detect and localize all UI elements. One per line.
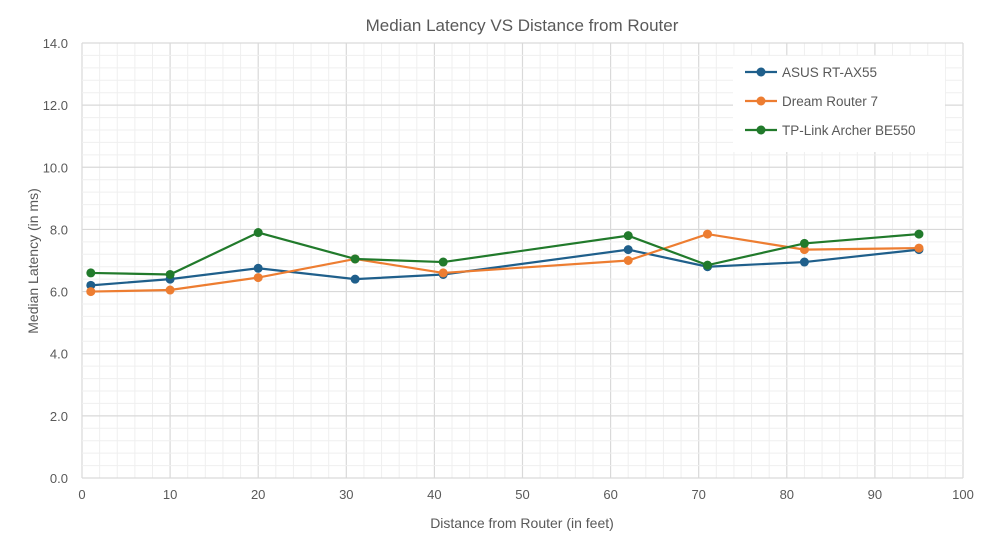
y-tick-label: 14.0: [43, 36, 68, 51]
x-tick-label: 70: [691, 487, 705, 502]
legend-label: TP-Link Archer BE550: [782, 123, 916, 138]
y-tick-label: 4.0: [50, 347, 68, 362]
x-tick-label: 80: [780, 487, 794, 502]
data-point: [623, 256, 633, 265]
data-point: [350, 274, 360, 284]
data-point: [86, 287, 96, 297]
x-tick-label: 50: [515, 487, 529, 502]
data-point: [623, 231, 633, 241]
data-point: [350, 254, 360, 264]
data-point: [799, 245, 809, 255]
legend-label: ASUS RT-AX55: [782, 65, 877, 80]
y-tick-label: 6.0: [50, 285, 68, 300]
x-tick-label: 90: [868, 487, 882, 502]
data-point: [86, 280, 96, 290]
x-tick-label: 10: [163, 487, 177, 502]
legend-marker: [756, 67, 766, 77]
y-tick-label: 8.0: [50, 222, 68, 237]
data-point: [703, 260, 713, 270]
legend-marker: [756, 96, 766, 106]
legend: ASUS RT-AX55 Dream Router 7 TP-Link Archer…: [733, 56, 945, 152]
x-tick-label: 60: [603, 487, 617, 502]
x-tick-label: 30: [339, 487, 353, 502]
y-tick-label: 10.0: [43, 160, 68, 175]
gridlines: [81, 42, 964, 479]
data-point: [253, 273, 263, 283]
y-axis-label: Median Latency (in ms): [25, 188, 41, 334]
data-point: [86, 268, 96, 278]
data-point: [253, 263, 263, 273]
data-point: [623, 245, 633, 255]
x-tick-label: 0: [78, 487, 85, 502]
x-axis-label: Distance from Router (in feet): [430, 515, 614, 531]
data-point: [165, 269, 175, 279]
y-tick-label: 12.0: [43, 98, 68, 113]
x-tick-label: 100: [952, 487, 974, 502]
data-point: [165, 285, 175, 295]
data-point: [438, 257, 448, 267]
data-point: [799, 257, 809, 267]
data-point: [914, 243, 924, 253]
x-tick-label: 20: [251, 487, 265, 502]
data-point: [438, 268, 448, 278]
x-tick-label: 40: [427, 487, 441, 502]
legend-label: Dream Router 7: [782, 94, 878, 109]
data-point: [914, 229, 924, 239]
y-tick-label: 0.0: [50, 471, 68, 486]
data-point: [799, 238, 809, 248]
data-point: [253, 228, 263, 238]
legend-marker: [756, 125, 766, 135]
y-tick-label: 2.0: [50, 409, 68, 424]
chart-title: Median Latency VS Distance from Router: [366, 16, 679, 35]
data-point: [703, 229, 713, 239]
